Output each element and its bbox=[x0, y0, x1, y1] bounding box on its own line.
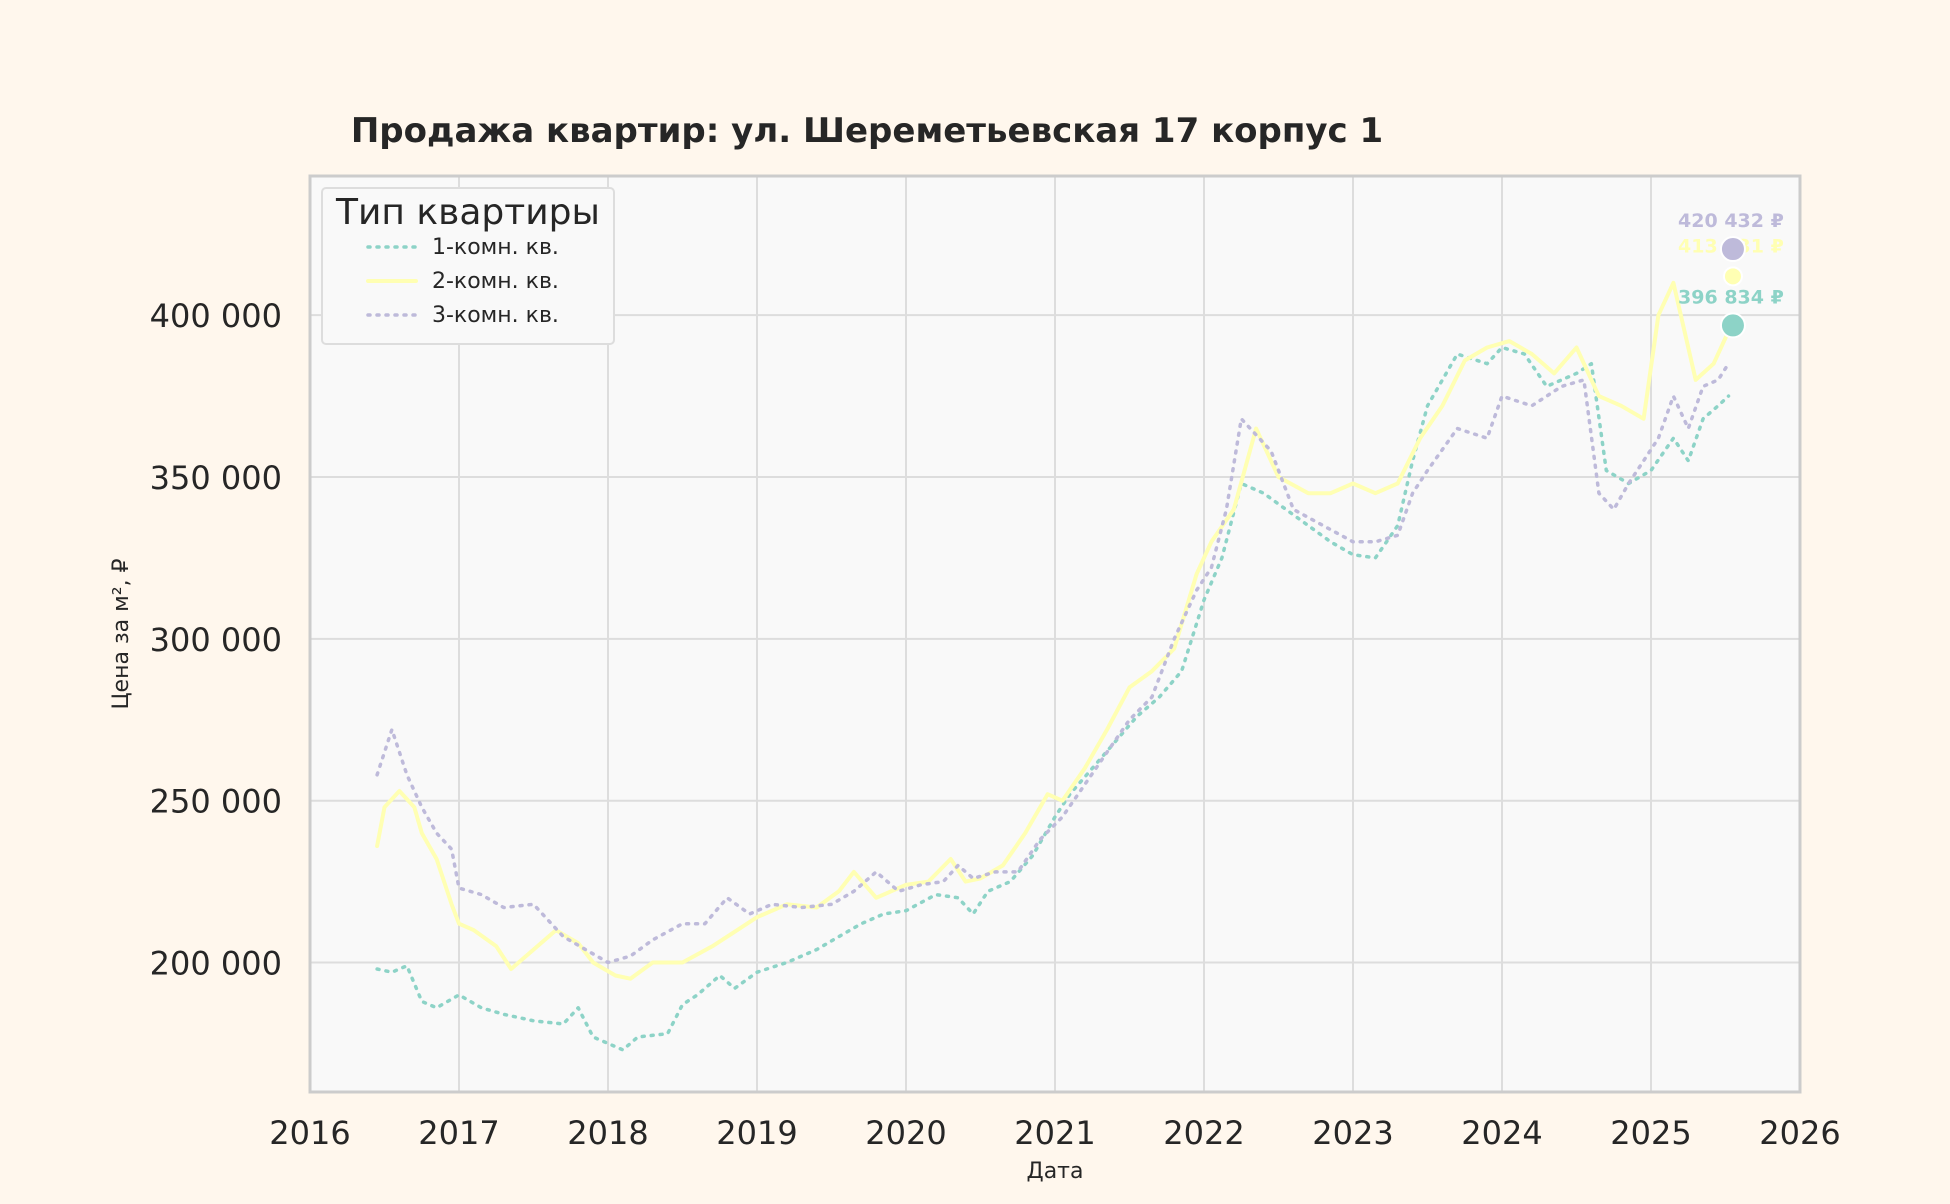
plot-frame bbox=[308, 174, 1802, 1094]
y-tick-label: 200 000 bbox=[150, 945, 282, 983]
end-marker-label: 420 432 ₽ bbox=[1678, 210, 1784, 232]
chart-title: Продажа квартир: ул. Шереметьевская 17 к… bbox=[351, 111, 1383, 151]
x-tick-label: 2021 bbox=[1014, 1114, 1095, 1152]
x-tick-label: 2017 bbox=[418, 1114, 499, 1152]
legend-label: 2-комн. кв. bbox=[432, 269, 559, 294]
x-tick-label: 2023 bbox=[1312, 1114, 1393, 1152]
legend-title: Тип квартиры bbox=[335, 192, 600, 233]
series-line-2 bbox=[375, 280, 1731, 981]
y-tick-label: 250 000 bbox=[150, 783, 282, 821]
legend-items: 1-комн. кв. 2-комн. кв. 3-комн. кв. bbox=[366, 235, 559, 328]
x-tick-label: 2019 bbox=[716, 1114, 797, 1152]
x-tick-label: 2016 bbox=[269, 1114, 350, 1152]
y-tick-label: 400 000 bbox=[150, 297, 282, 335]
x-tick-label: 2026 bbox=[1759, 1114, 1840, 1152]
x-tick-label: 2024 bbox=[1461, 1114, 1542, 1152]
x-tick-label: 2018 bbox=[567, 1114, 648, 1152]
legend-label: 3-комн. кв. bbox=[432, 303, 559, 328]
end-marker-label: 396 834 ₽ bbox=[1678, 286, 1784, 308]
legend-box bbox=[321, 187, 615, 345]
series-lines bbox=[375, 280, 1731, 1052]
y-tick-label: 350 000 bbox=[150, 459, 282, 497]
legend-label: 1-комн. кв. bbox=[432, 235, 559, 260]
x-axis-label: Дата bbox=[1027, 1159, 1084, 1184]
x-tick-label: 2020 bbox=[865, 1114, 946, 1152]
end-marker-2 bbox=[1722, 266, 1743, 287]
series-line-1 bbox=[375, 345, 1731, 1052]
grid bbox=[309, 176, 1801, 1092]
x-tick-label: 2022 bbox=[1163, 1114, 1244, 1152]
end-markers: 396 834 ₽413 031 ₽420 432 ₽ bbox=[1678, 210, 1784, 339]
end-marker-1 bbox=[1719, 312, 1746, 339]
x-tick-label: 2025 bbox=[1610, 1114, 1691, 1152]
y-axis-label: Цена за м², ₽ bbox=[109, 558, 134, 709]
end-marker-3 bbox=[1719, 236, 1746, 263]
y-tick-label: 300 000 bbox=[150, 621, 282, 659]
tick-labels: 2016 2017 2018 2019 2020 2021 2022 2023 2024 2025… bbox=[150, 297, 1841, 1152]
legend: Тип квартиры 1-комн. кв. 2-комн. кв. 3-ком… bbox=[321, 187, 615, 345]
series-line-3 bbox=[375, 361, 1731, 965]
